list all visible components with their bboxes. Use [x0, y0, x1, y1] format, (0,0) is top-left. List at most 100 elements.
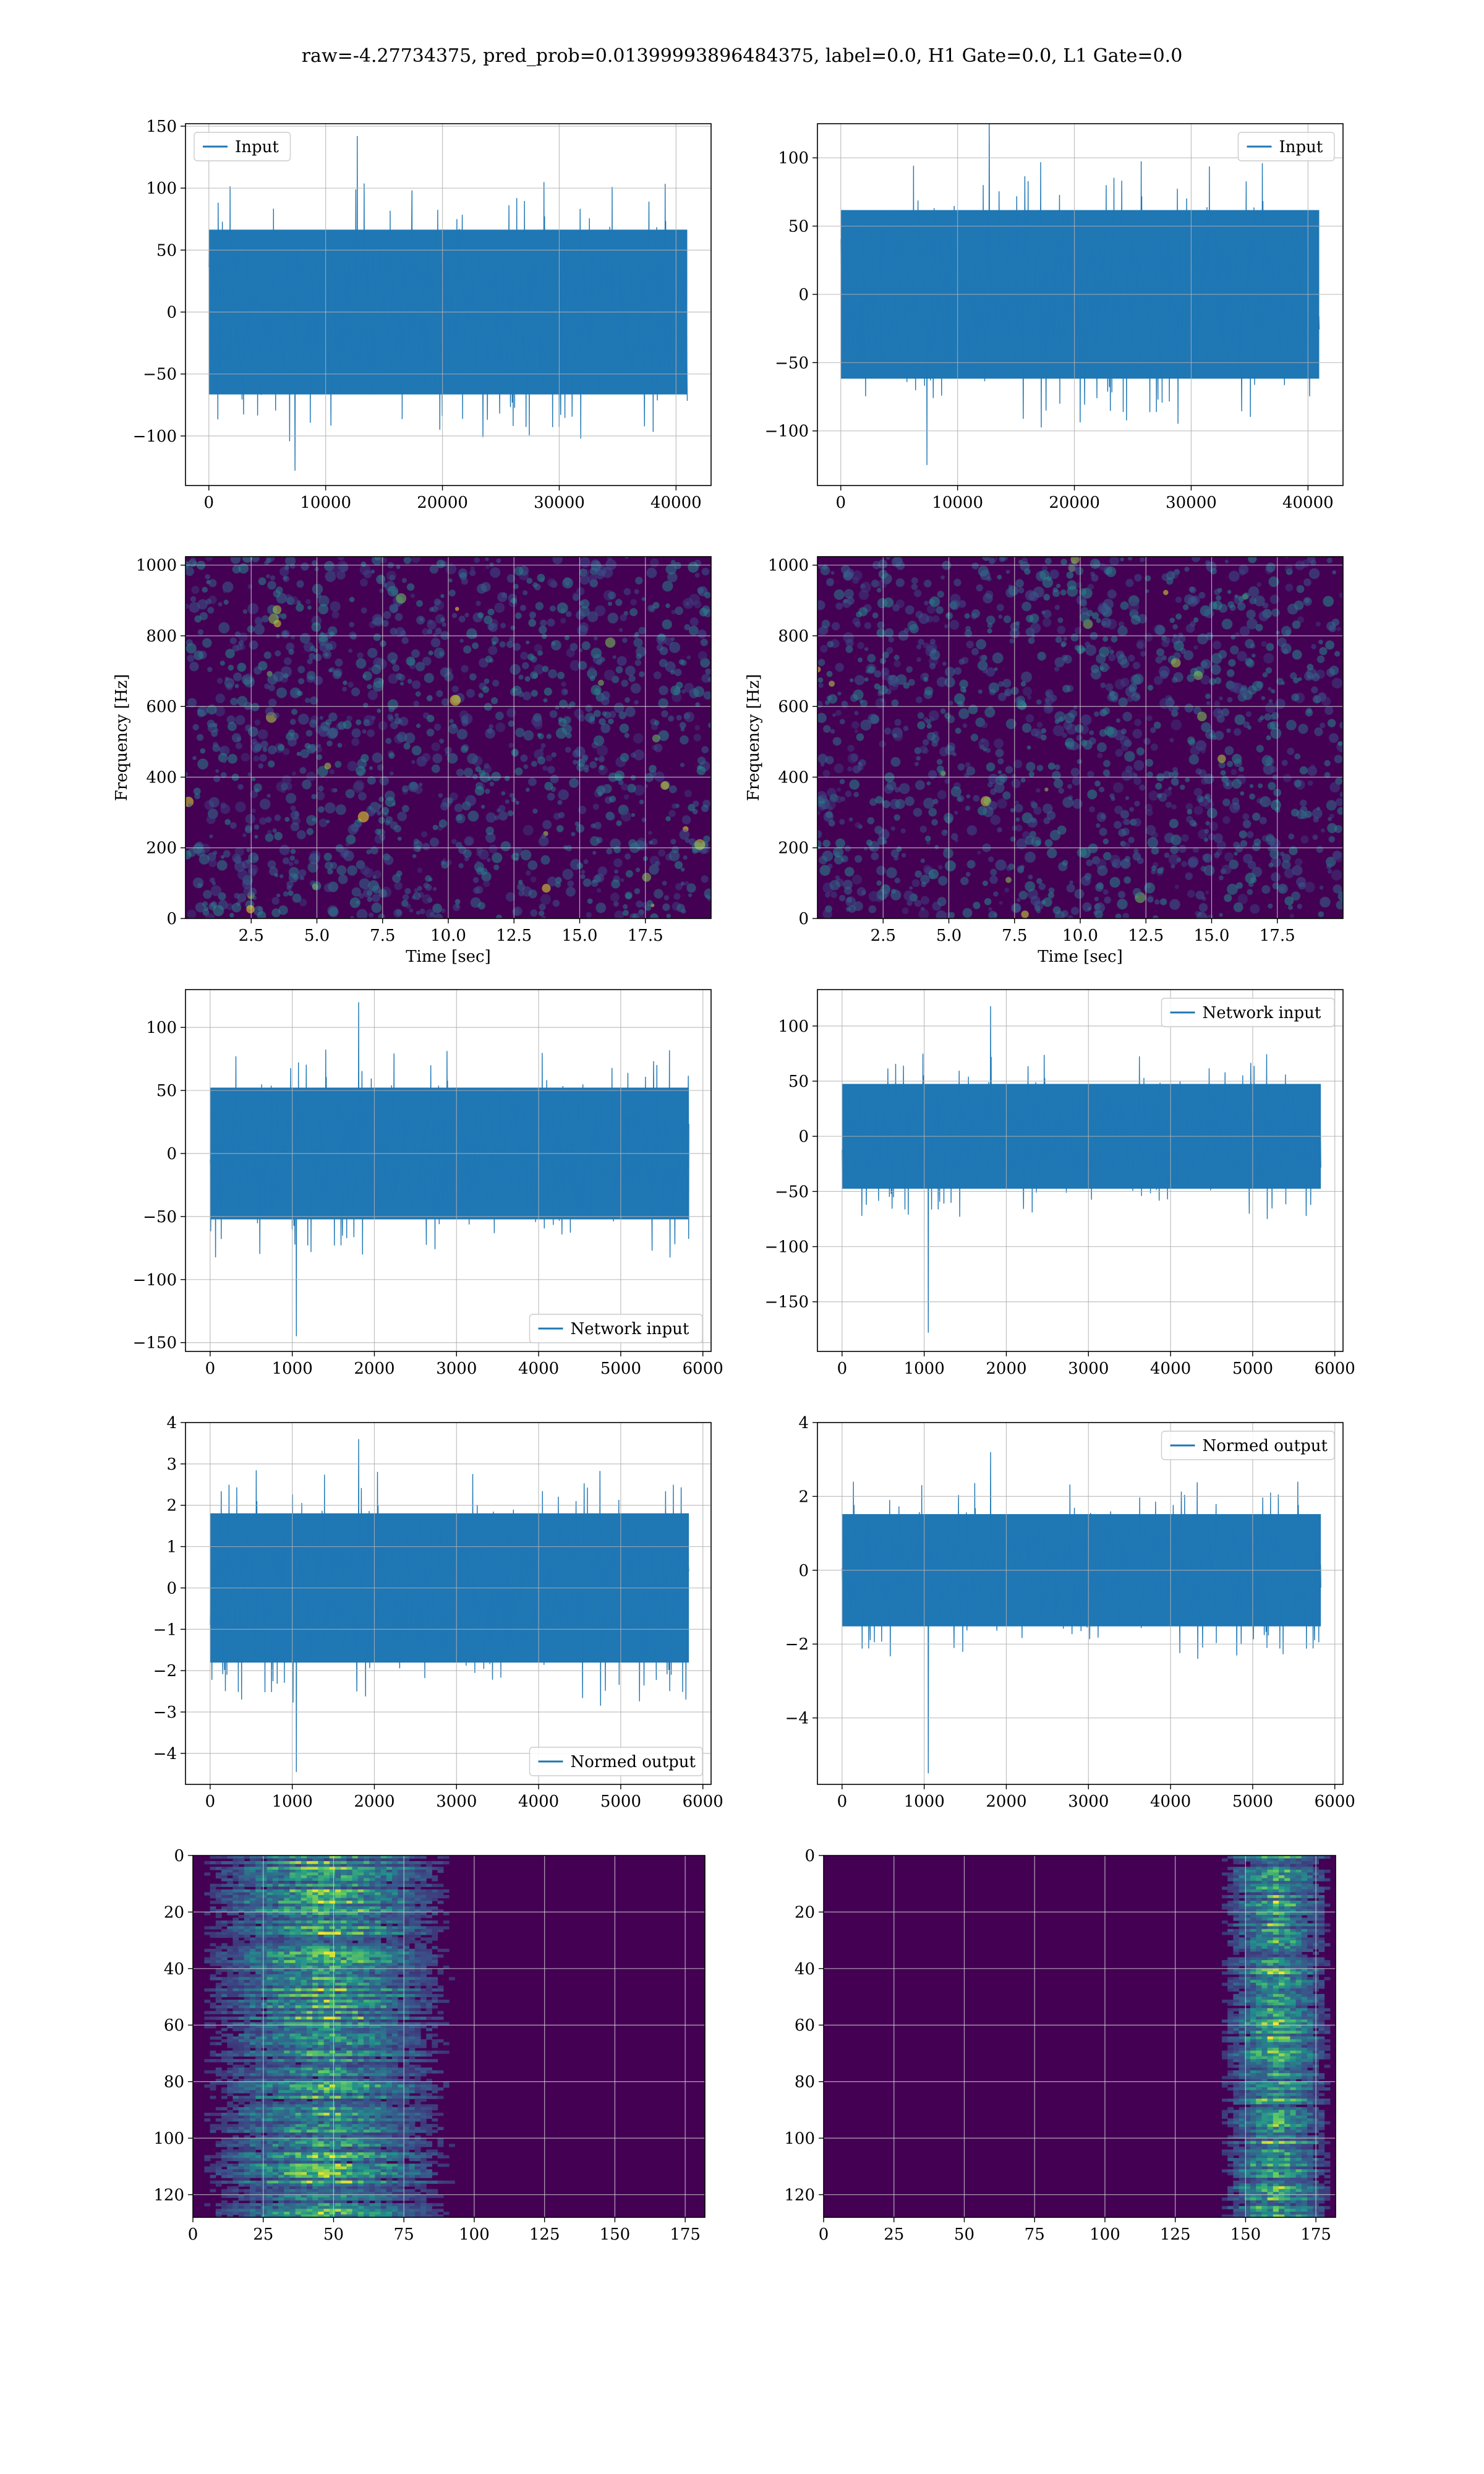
heatmap-cell: [420, 1909, 427, 1912]
spectrogram-blob: [535, 602, 544, 610]
heatmap-cell: [301, 1906, 307, 1910]
spectrogram-blob: [487, 609, 495, 615]
spectrogram-blob: [1220, 770, 1226, 776]
spectrogram-blob: [864, 847, 868, 850]
spectrogram-blob: [1054, 779, 1064, 789]
heatmap-cell: [380, 1875, 387, 1879]
spectrogram-blob: [1120, 728, 1127, 735]
spectrogram-blob: [960, 876, 969, 886]
spectrogram-blob: [363, 868, 374, 878]
heatmap-cell: [318, 1974, 325, 1978]
heatmap-cell: [409, 1937, 416, 1941]
spectrogram-blob: [1181, 834, 1189, 842]
spectrogram-blob: [189, 602, 200, 613]
spectrogram-blob: [367, 648, 378, 658]
heatmap-cell: [414, 1946, 421, 1950]
spectrogram-blob: [958, 658, 965, 665]
heatmap-cell: [409, 1980, 416, 1984]
spectrogram-blob: [390, 628, 398, 635]
heatmap-cell: [432, 1906, 438, 1910]
spectrogram-blob: [431, 764, 440, 773]
heatmap-cell: [318, 1869, 325, 1873]
spectrogram-blob: [1175, 613, 1182, 620]
spectrogram-blob: [817, 677, 824, 683]
heatmap-cell: [386, 1917, 393, 1921]
spectrogram-blob: [1221, 618, 1233, 630]
heatmap-cell: [250, 1946, 256, 1950]
heatmap-cell: [307, 1858, 313, 1862]
heatmap-cell: [414, 1906, 421, 1910]
spectrogram-blob: [965, 871, 971, 877]
spectrogram-blob: [635, 867, 641, 873]
spectrogram-blob: [1185, 777, 1190, 782]
heatmap-cell: [392, 1883, 398, 1887]
heatmap-cell: [278, 1889, 284, 1893]
heatmap-cell: [346, 1937, 353, 1941]
spectrogram-blob: [254, 783, 262, 792]
spectrogram-blob: [822, 909, 832, 918]
heatmap-cell: [352, 1906, 359, 1910]
spectrogram-blob: [923, 797, 935, 809]
spectrogram-blob: [1128, 686, 1135, 693]
heatmap-cell: [443, 1926, 450, 1930]
spectrogram-blob: [976, 584, 983, 592]
heatmap-cell: [346, 1974, 353, 1978]
legend-box: [1237, 132, 1335, 161]
heatmap-cell: [375, 1977, 382, 1980]
spectrogram-blob: [577, 625, 588, 636]
spectrogram-blob: [505, 892, 516, 902]
heatmap-cell: [364, 1963, 370, 1966]
spectrogram-blob: [854, 711, 859, 716]
spectrogram-blob: [541, 915, 547, 918]
heatmap-cell: [289, 1886, 296, 1890]
heatmap-cell: [255, 1856, 262, 1859]
spectrogram-blob: [1125, 765, 1133, 773]
heatmap-cell: [261, 1869, 268, 1873]
x-tick-label: 5000: [1232, 1359, 1273, 1378]
spectrogram-blob: [190, 557, 196, 563]
spectrogram-blob: [351, 687, 360, 696]
heatmap-cell: [352, 1937, 359, 1941]
heatmap-cell: [386, 1935, 393, 1938]
heatmap-cell: [323, 1889, 330, 1893]
spectrogram-blob: [958, 708, 970, 719]
heatmap-cell: [272, 1928, 279, 1932]
heatmap-cell: [227, 1872, 233, 1876]
heatmap-cell: [375, 1960, 382, 1964]
heatmap-cell: [272, 1932, 279, 1935]
spectrogram-blob: [1243, 854, 1253, 863]
spectrogram-blob: [1245, 639, 1255, 649]
spectrogram-blob: [313, 648, 318, 653]
x-tick-label: 0: [204, 494, 215, 512]
heatmap-cell: [369, 1937, 375, 1941]
heatmap-cell: [238, 1920, 245, 1924]
spectrogram-blob: [247, 772, 252, 777]
heatmap-cell: [261, 1864, 268, 1867]
heatmap-cell: [335, 1892, 341, 1896]
heatmap-cell: [352, 1980, 359, 1984]
heatmap-cell: [364, 1886, 370, 1890]
spectrogram-blob: [299, 767, 307, 774]
spectrogram-blob: [234, 892, 240, 899]
spectrogram-blob: [623, 794, 629, 800]
heatmap-cell: [392, 1861, 398, 1865]
spectrogram-blob: [1288, 833, 1295, 840]
spectrogram-blob: [313, 675, 323, 685]
spectrogram-blob: [1195, 768, 1202, 775]
heatmap-cell: [341, 1886, 347, 1890]
heatmap-cell: [284, 1867, 290, 1870]
spectrogram-blob: [208, 797, 220, 808]
spectrogram-blob: [681, 689, 686, 694]
heatmap-cell: [426, 1937, 432, 1941]
spectrogram-blob: [1202, 854, 1209, 861]
heatmap-cell: [335, 1960, 341, 1964]
heatmap-cell: [318, 1985, 325, 1989]
spectrogram-blob: [578, 805, 587, 814]
heatmap-cell: [278, 1935, 284, 1938]
x-tick-label: 5000: [600, 1792, 641, 1811]
spectrogram-blob: [848, 905, 856, 913]
heatmap-cell: [284, 1886, 290, 1890]
spectrogram-blob: [1239, 766, 1244, 772]
heatmap-cell: [369, 1864, 375, 1867]
spectrogram-blob: [454, 607, 459, 611]
